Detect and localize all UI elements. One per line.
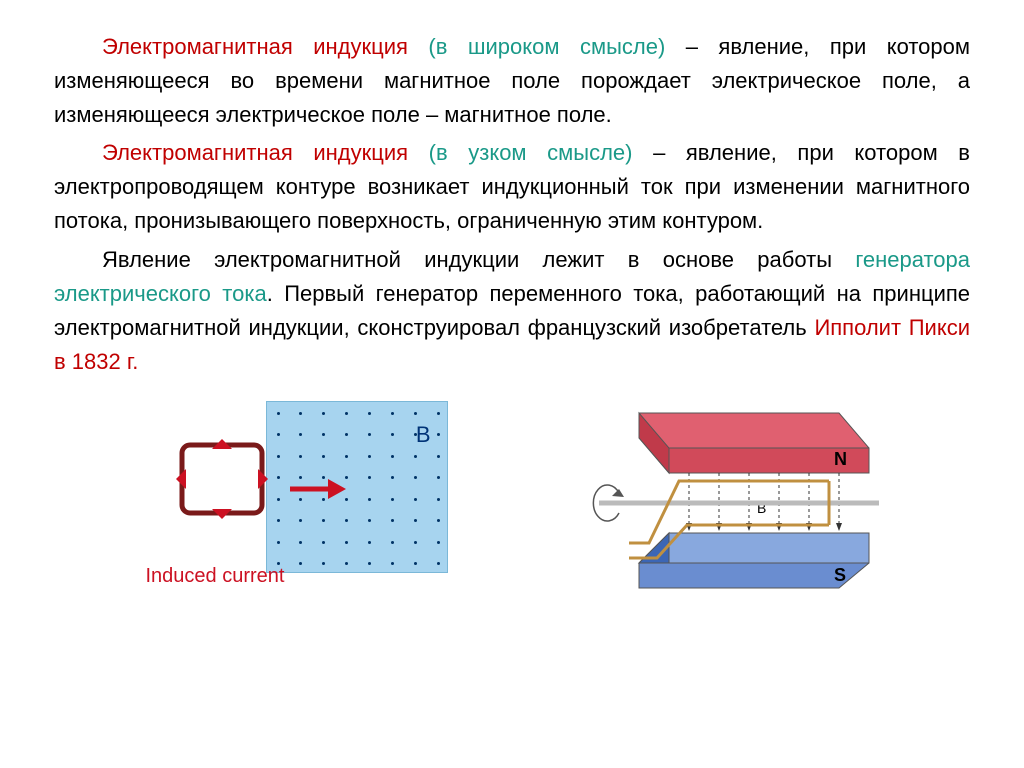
- field-dot: [368, 519, 371, 522]
- field-dot: [391, 541, 394, 544]
- field-dot: [414, 476, 417, 479]
- field-dot: [437, 498, 440, 501]
- field-dot: [414, 412, 417, 415]
- field-dot: [277, 476, 280, 479]
- figure-generator: N S: [579, 403, 879, 593]
- field-dot: [391, 433, 394, 436]
- term-em-induction-narrow: Электромагнитная индукция: [102, 140, 408, 165]
- field-dot: [277, 519, 280, 522]
- page-content: Электромагнитная индукция (в широком смы…: [0, 0, 1024, 596]
- field-dot: [437, 562, 440, 565]
- field-dot: [391, 562, 394, 565]
- field-dot: [299, 412, 302, 415]
- field-dot: [368, 412, 371, 415]
- field-dot: [277, 541, 280, 544]
- field-dot: [345, 433, 348, 436]
- term-em-induction-wide: Электромагнитная индукция: [102, 34, 408, 59]
- field-dot: [277, 412, 280, 415]
- field-dot: [437, 412, 440, 415]
- paragraph-3: Явление электромагнитной индукции лежит …: [54, 243, 970, 379]
- field-dot: [345, 455, 348, 458]
- body-3-start: Явление электромагнитной индукции лежит …: [102, 247, 855, 272]
- field-dot: [391, 498, 394, 501]
- field-dot: [414, 519, 417, 522]
- field-dot: [322, 519, 325, 522]
- field-dot: [414, 498, 417, 501]
- paren-narrow: (в узком смысле): [408, 140, 653, 165]
- field-dot: [322, 541, 325, 544]
- s-pole-label: S: [834, 565, 846, 585]
- field-dot: [391, 519, 394, 522]
- b-field-label: B: [416, 422, 431, 448]
- current-loop-icon: [176, 439, 268, 519]
- paragraph-1: Электромагнитная индукция (в широком смы…: [54, 30, 970, 132]
- paren-wide: (в широком смысле): [408, 34, 686, 59]
- motion-arrow-icon: [288, 476, 348, 502]
- field-dot: [277, 455, 280, 458]
- field-dot: [414, 541, 417, 544]
- field-dot: [322, 433, 325, 436]
- field-dot: [437, 433, 440, 436]
- field-dot: [391, 412, 394, 415]
- paragraph-2: Электромагнитная индукция (в узком смысл…: [54, 136, 970, 238]
- field-dot: [299, 562, 302, 565]
- field-dot: [368, 455, 371, 458]
- field-dot: [368, 541, 371, 544]
- field-dot: [299, 433, 302, 436]
- field-dot: [368, 562, 371, 565]
- field-dot: [277, 498, 280, 501]
- field-dot: [299, 541, 302, 544]
- field-dot: [391, 455, 394, 458]
- field-dot: [391, 476, 394, 479]
- field-dot: [277, 433, 280, 436]
- field-dot: [437, 476, 440, 479]
- field-dot: [368, 476, 371, 479]
- field-dot: [414, 455, 417, 458]
- figure-induced-current: B Induced current: [146, 401, 456, 596]
- field-dot: [345, 519, 348, 522]
- field-dot: [368, 433, 371, 436]
- field-dot: [437, 455, 440, 458]
- field-dot: [368, 498, 371, 501]
- field-dot: [299, 519, 302, 522]
- field-dot: [322, 412, 325, 415]
- field-dot: [345, 562, 348, 565]
- field-dot: [345, 541, 348, 544]
- field-dot: [322, 562, 325, 565]
- n-pole-label: N: [834, 449, 847, 469]
- generator-diagram-icon: N S: [579, 403, 879, 593]
- induced-current-caption: Induced current: [146, 565, 285, 588]
- field-dot: [437, 519, 440, 522]
- field-dot: [322, 455, 325, 458]
- field-dot: [345, 412, 348, 415]
- field-dot: [437, 541, 440, 544]
- field-dot: [299, 455, 302, 458]
- field-dot: [414, 562, 417, 565]
- figures-row: B Induced current: [54, 401, 970, 596]
